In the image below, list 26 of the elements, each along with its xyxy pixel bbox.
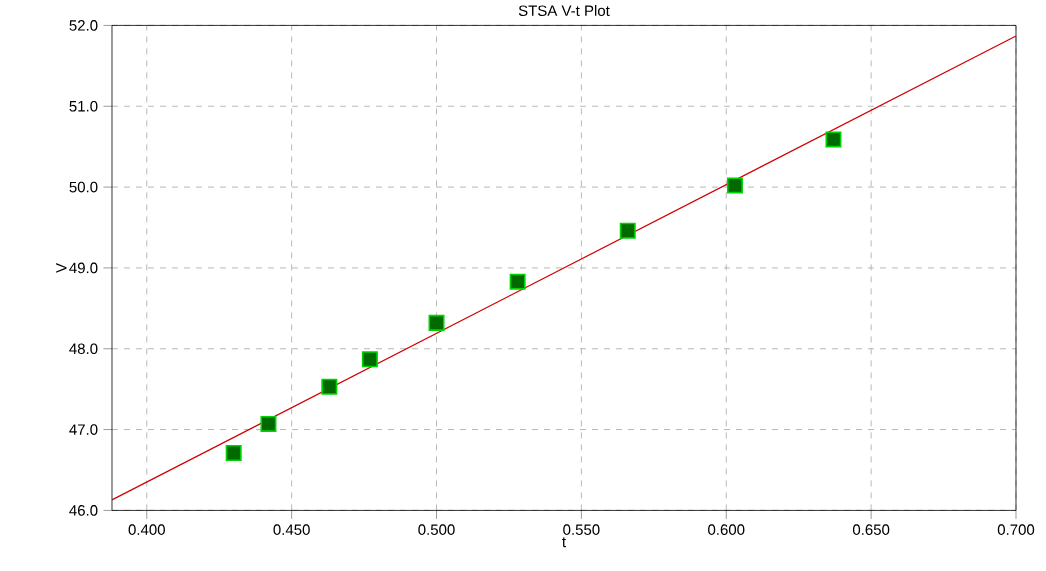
y-tick-label: 51.0 [69, 100, 98, 112]
chart-title: STSA V-t Plot [518, 4, 610, 16]
y-tick-label: 50.0 [69, 181, 98, 193]
x-axis-title: t [562, 537, 566, 547]
y-tick-label: 52.0 [69, 19, 98, 31]
x-tick-label: 0.500 [418, 524, 455, 535]
point [361, 351, 378, 368]
x-tick-label: 0.550 [563, 524, 600, 535]
y-tick-label: 46.0 [69, 504, 98, 516]
point [321, 378, 338, 395]
point [428, 314, 445, 331]
y-tick-label: 48.0 [69, 343, 98, 354]
y-axis-title: V [56, 262, 67, 273]
point [509, 273, 526, 290]
point [260, 415, 277, 432]
point [825, 131, 842, 148]
x-tick-label: 0.400 [128, 524, 165, 535]
x-tick-label: 0.650 [852, 524, 890, 535]
x-tick-label: 0.450 [273, 524, 310, 535]
y-tick-label: 47.0 [69, 424, 98, 435]
x-tick-label: 0.600 [708, 524, 745, 535]
point [726, 177, 743, 194]
y-tick-label: 49.0 [69, 262, 98, 274]
point [619, 222, 636, 239]
x-tick-label: 0.700 [997, 524, 1035, 535]
point [225, 444, 242, 461]
